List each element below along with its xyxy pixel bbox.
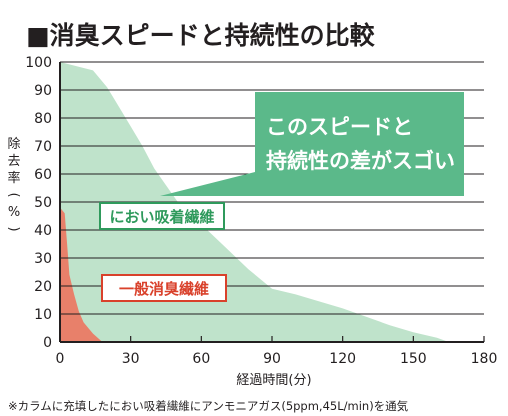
x-tick-label: 90 [263, 351, 281, 367]
y-tick-label: 30 [34, 251, 52, 267]
y-tick-label: 90 [34, 83, 52, 99]
y-tick-label: 40 [34, 223, 52, 239]
y-axis-label-char: % [8, 205, 20, 220]
footnote: ※カラムに充填したにおい吸着繊維にアンモニアガス(5ppm,45L/min)を通… [8, 399, 409, 413]
y-tick-label: 10 [34, 307, 52, 323]
y-axis-label: 除去率 (%) [6, 137, 21, 232]
series-label-b-box [101, 274, 227, 302]
x-tick-label: 0 [56, 351, 65, 367]
callout-line-1: このスピードと [266, 115, 413, 139]
plot-area: 0 10 20 30 40 50 60 70 80 90 100 0 30 60 90 120 150 180 にお… [25, 55, 497, 367]
y-axis-label-char: ( [6, 192, 21, 197]
callout-line-2: 持続性の差がスゴい [266, 149, 455, 173]
y-tick-label: 100 [25, 55, 52, 71]
series-area-2 [60, 207, 103, 342]
series-label-a: におい吸着繊維 [109, 208, 214, 226]
y-axis-label-char: ) [6, 226, 21, 231]
x-tick-label: 60 [192, 351, 210, 367]
callout-bubble [160, 92, 464, 196]
y-axis-label-char: 率 [7, 170, 20, 186]
y-tick-label: 60 [34, 167, 52, 183]
series-area-1 [60, 62, 449, 342]
x-axis-label: 経過時間(分) [236, 373, 311, 388]
x-tick-label: 180 [471, 351, 498, 367]
y-tick-label: 0 [43, 335, 52, 351]
y-axis-label-char: 去 [7, 154, 20, 169]
y-axis-label-char: 除 [7, 137, 20, 152]
x-tick-label: 120 [329, 351, 356, 367]
series-label-a-box [99, 202, 225, 230]
y-tick-label: 80 [34, 111, 52, 127]
x-tick-label: 150 [400, 351, 427, 367]
y-tick-label: 20 [34, 279, 52, 295]
y-tick-label: 50 [34, 195, 52, 211]
y-tick-label: 70 [34, 139, 52, 155]
series-label-b: 一般消臭繊維 [119, 280, 209, 298]
chart-title: ■消臭スピードと持続性の比較 [26, 21, 376, 50]
x-tick-label: 30 [122, 351, 140, 367]
